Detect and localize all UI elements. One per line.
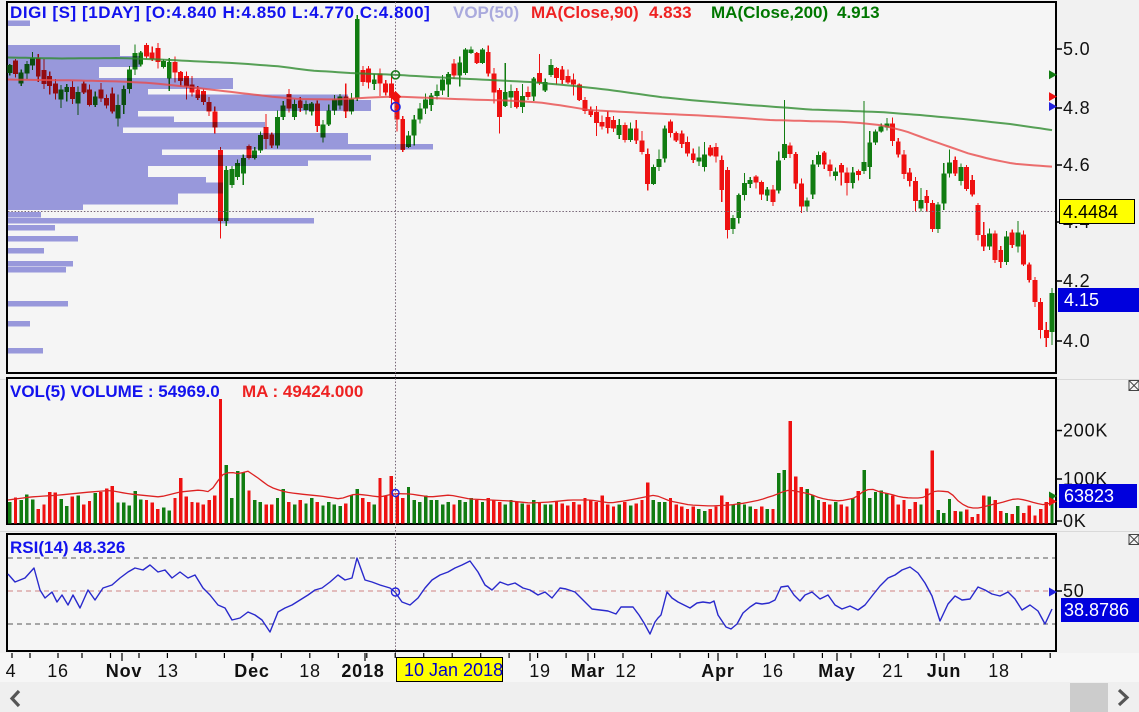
svg-text:RSI(14) 48.326: RSI(14) 48.326 [10, 538, 125, 557]
svg-text:38.8786: 38.8786 [1064, 600, 1129, 620]
svg-text:Apr: Apr [701, 661, 734, 681]
svg-text:4.913: 4.913 [837, 3, 880, 22]
svg-text:MA(Close,200): MA(Close,200) [711, 3, 828, 22]
svg-text:DIGI [S] [1DAY] [O:4.840 H:4.8: DIGI [S] [1DAY] [O:4.840 H:4.850 L:4.770… [10, 3, 430, 22]
svg-text:63823: 63823 [1064, 486, 1114, 506]
svg-text:200K: 200K [1063, 421, 1108, 441]
svg-text:4.15: 4.15 [1064, 290, 1099, 310]
svg-text:16: 16 [47, 661, 69, 681]
svg-text:18: 18 [988, 661, 1010, 681]
svg-text:Jun: Jun [927, 661, 961, 681]
svg-text:13: 13 [157, 661, 179, 681]
svg-text:4.833: 4.833 [649, 3, 692, 22]
svg-text:Mar: Mar [571, 661, 605, 681]
svg-text:VOP(50): VOP(50) [453, 3, 519, 22]
svg-text:21: 21 [882, 661, 904, 681]
svg-text:Dec: Dec [234, 661, 269, 681]
svg-text:5.0: 5.0 [1063, 39, 1090, 59]
svg-text:2018: 2018 [341, 661, 384, 681]
svg-text:16: 16 [762, 661, 784, 681]
svg-text:0K: 0K [1063, 511, 1087, 531]
svg-text:4.0: 4.0 [1063, 331, 1090, 351]
svg-text:19: 19 [529, 661, 551, 681]
svg-text:10 Jan 2018: 10 Jan 2018 [404, 660, 503, 680]
svg-text:4: 4 [6, 661, 17, 681]
svg-text:18: 18 [299, 661, 321, 681]
svg-text:12: 12 [615, 661, 637, 681]
svg-text:4.2: 4.2 [1063, 271, 1090, 291]
svg-text:4.8: 4.8 [1063, 98, 1090, 118]
svg-text:Nov: Nov [106, 661, 142, 681]
svg-text:50: 50 [1063, 581, 1085, 601]
svg-text:MA : 49424.000: MA : 49424.000 [242, 382, 363, 401]
svg-text:4.4484: 4.4484 [1063, 202, 1118, 222]
svg-text:VOL(5) VOLUME : 54969.0: VOL(5) VOLUME : 54969.0 [10, 382, 220, 401]
svg-text:4.6: 4.6 [1063, 155, 1090, 175]
svg-text:MA(Close,90): MA(Close,90) [531, 3, 639, 22]
svg-text:May: May [818, 661, 855, 681]
